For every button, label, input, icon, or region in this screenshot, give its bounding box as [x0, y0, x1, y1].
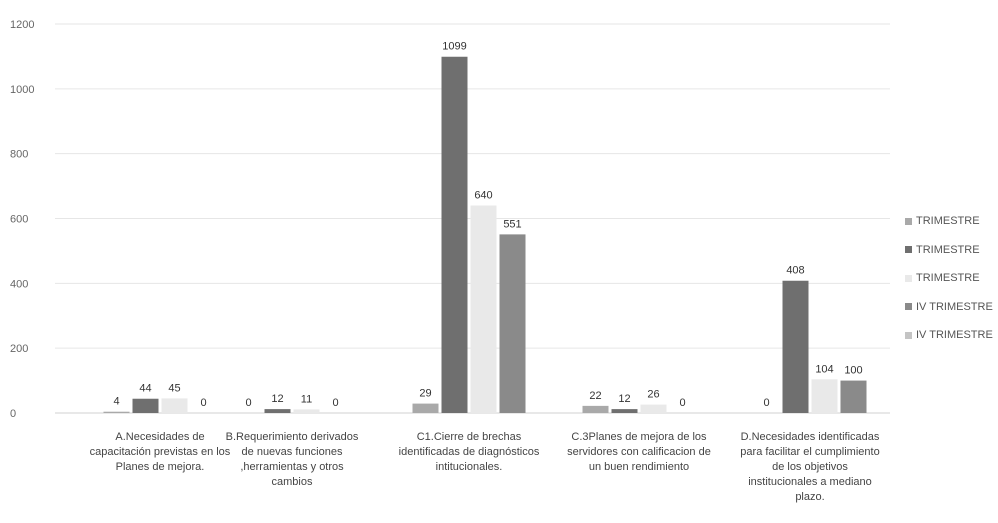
bar	[611, 409, 638, 413]
x-category-line: identificadas de diagnósticos	[399, 446, 540, 458]
x-category-line: de los objetivos	[772, 461, 848, 473]
data-label: 4	[113, 396, 119, 408]
x-category-line: cambios	[272, 476, 313, 488]
x-category-label: C.3Planes de mejora de los servidores con…	[567, 431, 711, 473]
y-tick-label: 1000	[10, 84, 34, 96]
legend-item: TRIMESTRE	[905, 236, 993, 265]
x-category-line: intitucionales.	[436, 461, 503, 473]
x-category-line: de nuevas funciones	[242, 446, 343, 458]
legend-item: IV TRIMESTRE	[905, 321, 993, 350]
x-category-line: Planes de mejora.	[116, 461, 205, 473]
bar	[640, 404, 667, 413]
y-tick-label: 800	[10, 149, 28, 161]
data-label: 0	[332, 397, 338, 409]
data-label: 0	[679, 397, 685, 409]
data-label: 1099	[442, 41, 466, 53]
x-category-line: plazo.	[795, 491, 824, 503]
data-label: 44	[139, 383, 151, 395]
legend-swatch	[905, 303, 912, 311]
data-label: 11	[301, 393, 312, 405]
x-category-label: C1.Cierre de brechas identificadas de dia…	[399, 431, 540, 473]
legend-swatch	[905, 246, 912, 254]
bar	[441, 56, 468, 413]
y-tick-label: 0	[10, 408, 16, 420]
x-category-label: A.Necesidades de capacitación previstas e…	[90, 431, 231, 473]
x-category-line: C1.Cierre de brechas	[417, 431, 522, 443]
y-tick-label: 600	[10, 214, 28, 226]
y-tick-label: 400	[10, 278, 28, 290]
x-category-line: capacitación previstas en los	[90, 446, 231, 458]
bar	[161, 398, 188, 413]
data-label: 551	[503, 218, 521, 230]
data-label: 12	[618, 393, 630, 405]
legend-label: IV TRIMESTRE	[916, 329, 993, 342]
legend-label: TRIMESTRE	[916, 215, 980, 228]
x-category-label: D.Necesidades identificadas para facilita…	[740, 431, 880, 503]
bar	[499, 234, 526, 413]
legend-label: TRIMESTRE	[916, 272, 980, 285]
data-label: 0	[245, 397, 251, 409]
bar	[412, 403, 439, 413]
bar	[582, 405, 609, 413]
bar	[782, 280, 809, 413]
x-category-line: B.Requerimiento derivados	[226, 431, 359, 443]
legend-item: IV TRIMESTRE	[905, 293, 993, 322]
data-label: 0	[763, 397, 769, 409]
data-label: 104	[815, 363, 833, 375]
bar	[293, 409, 320, 413]
x-category-label: B.Requerimiento derivados de nuevas funci…	[226, 431, 359, 488]
data-label: 29	[419, 388, 431, 400]
data-label: 408	[786, 265, 804, 277]
legend-label: IV TRIMESTRE	[916, 300, 993, 313]
bar	[840, 380, 867, 413]
data-label: 22	[589, 390, 601, 402]
legend-item: TRIMESTRE	[905, 207, 993, 236]
y-tick-label: 1200	[10, 19, 34, 31]
data-label: 45	[168, 382, 180, 394]
data-label: 0	[200, 397, 206, 409]
legend: TRIMESTRE TRIMESTRE TRIMESTRE IV TRIMEST…	[905, 207, 993, 350]
x-category-line: C.3Planes de mejora de los	[571, 431, 707, 443]
x-category-line: D.Necesidades identificadas	[741, 431, 880, 443]
legend-item: TRIMESTRE	[905, 264, 993, 293]
legend-swatch	[905, 274, 912, 282]
x-category-line: institucionales a mediano	[748, 476, 872, 488]
y-tick-label: 200	[10, 343, 28, 355]
data-label: 26	[647, 389, 659, 401]
bar	[132, 398, 159, 413]
data-label: 100	[844, 365, 862, 377]
bar	[470, 205, 497, 413]
legend-swatch	[905, 331, 912, 339]
data-label: 640	[474, 190, 492, 202]
data-label: 12	[271, 393, 283, 405]
x-category-line: A.Necesidades de	[115, 431, 204, 443]
x-category-line: para facilitar el cumplimiento	[740, 446, 879, 458]
bar	[264, 409, 291, 413]
bar	[103, 411, 130, 413]
x-category-line: un buen rendimiento	[589, 461, 689, 473]
bar	[811, 379, 838, 413]
legend-label: TRIMESTRE	[916, 243, 980, 256]
x-category-line: ,herramientas y otros	[240, 461, 344, 473]
legend-swatch	[905, 217, 912, 225]
x-category-line: servidores con calificacion de	[567, 446, 711, 458]
